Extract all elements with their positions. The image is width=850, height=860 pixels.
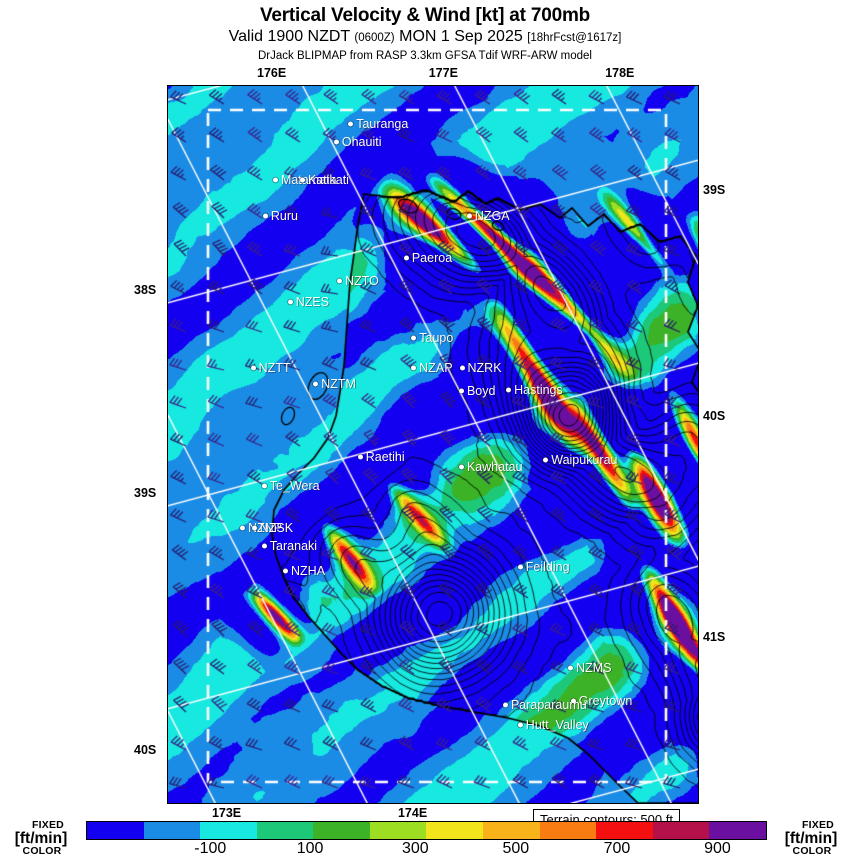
lon-label-top-0: 176E xyxy=(257,66,287,80)
model-source: DrJack BLIPMAP from RASP 3.3km GFSA Tdif… xyxy=(257,50,592,62)
lat-label-right-2: 41S xyxy=(703,629,726,644)
lon-label-bottom-0: 173E xyxy=(211,806,242,820)
lat-label-left-0: 38S xyxy=(134,282,157,297)
colorbar-legend: FIXED [ft/min] COLOR -100 100 300 500 700 900… xyxy=(0,820,850,860)
valid-prefix: Valid 1900 NZDT xyxy=(228,28,350,45)
lat-label-left-1: 39S xyxy=(134,485,157,500)
colorbar-swatch-4 xyxy=(313,822,370,839)
colorbar-left-fixed: FIXED xyxy=(32,819,64,831)
colorbar-swatch-1 xyxy=(143,822,201,839)
colorbar-swatch-6 xyxy=(426,822,484,839)
colorbar-swatch-5 xyxy=(369,822,427,839)
colorbar-swatch-0 xyxy=(87,822,144,839)
colorbar-swatch-8 xyxy=(539,822,597,839)
colorbar-tick-2: 300 xyxy=(401,840,429,857)
colorbar-tick-3: 500 xyxy=(502,840,530,857)
lon-label-top-1: 177E xyxy=(428,66,458,80)
lon-label-bottom-1: 174E xyxy=(397,806,428,820)
lat-label-right-1: 40S xyxy=(703,408,726,423)
title-block: Vertical Velocity & Wind [kt] at 700mb V… xyxy=(0,0,850,64)
colorbar-left-unit: [ft/min] xyxy=(14,829,68,847)
colorbar-swatch-2 xyxy=(200,822,257,839)
lat-label-left-2: 40S xyxy=(134,743,157,758)
colorbar-left-color: COLOR xyxy=(22,845,62,857)
map-raster xyxy=(168,86,698,803)
colorbar-tick-labels: -100 100 300 500 700 900 xyxy=(86,840,765,860)
lat-label-right-0: 39S xyxy=(703,183,726,198)
colorbar-swatch-7 xyxy=(483,822,540,839)
colorbar-swatches xyxy=(86,821,767,840)
valid-time-line: Valid 1900 NZDT (0600Z) MON 1 Sep 2025 [… xyxy=(0,27,850,48)
colorbar-right-unit: [ft/min] xyxy=(784,829,838,847)
valid-date: MON 1 Sep 2025 xyxy=(399,28,523,45)
colorbar-tick-1: 100 xyxy=(296,840,324,857)
colorbar-tick-4: 700 xyxy=(603,840,631,857)
colorbar-swatch-3 xyxy=(256,822,314,839)
forecast-hour: [18hrFcst@1617z] xyxy=(527,32,622,44)
colorbar-swatch-11 xyxy=(709,822,766,839)
page-title: Vertical Velocity & Wind [kt] at 700mb xyxy=(259,5,591,26)
colorbar-right-color: COLOR xyxy=(792,845,832,857)
colorbar-swatch-9 xyxy=(596,822,653,839)
colorbar-swatch-10 xyxy=(652,822,710,839)
colorbar-right-label: FIXED [ft/min] COLOR xyxy=(772,820,850,860)
colorbar-right-fixed: FIXED xyxy=(802,819,834,831)
lon-label-top-2: 178E xyxy=(605,66,635,80)
weather-map[interactable]: Tauranga Ohauiti Matamata Katikati Ruru NZGA P… xyxy=(167,85,699,804)
colorbar-left-label: FIXED [ft/min] COLOR xyxy=(2,820,80,860)
colorbar-tick-0: -100 xyxy=(194,840,227,857)
valid-zulu: (0600Z) xyxy=(354,32,395,44)
colorbar-tick-5: 900 xyxy=(704,840,731,857)
